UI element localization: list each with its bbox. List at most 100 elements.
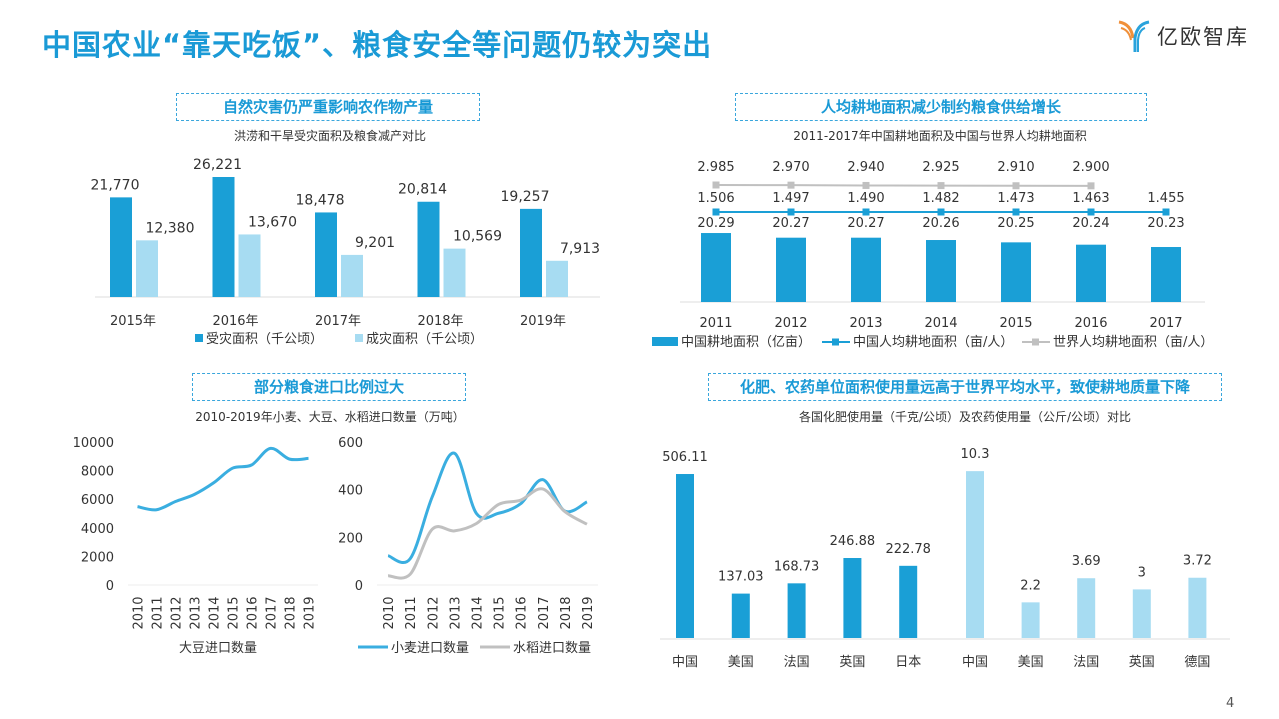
- data-label: 1.482: [922, 191, 959, 206]
- legend-label: 中国耕地面积（亿亩）: [681, 334, 811, 350]
- bar-affected-2018年: [443, 248, 466, 297]
- x-tick-label: 法国: [1073, 655, 1099, 670]
- x-tick-label: 2019: [581, 596, 596, 629]
- data-label: 10.3: [961, 447, 990, 462]
- x-tick-label: 法国: [784, 655, 810, 670]
- bar-disaster-2017年: [315, 212, 337, 297]
- data-label: 1.490: [847, 191, 884, 206]
- x-tick-label: 2016: [1074, 316, 1107, 331]
- data-label: 2.900: [1072, 160, 1109, 175]
- x-tick-label: 2013: [448, 596, 463, 629]
- logo-text: 亿欧智库: [1157, 25, 1249, 49]
- x-tick-label: 2018年: [417, 314, 463, 329]
- soybean-line: [137, 446, 309, 512]
- data-label: 2.985: [697, 160, 734, 175]
- fertilizer-subtitle: 各国化肥使用量（千克/公顷）及农药使用量（公斤/公顷）对比: [798, 410, 1132, 424]
- y-tick-label: 600: [338, 436, 363, 451]
- fertilizer-bar-中国: [676, 474, 694, 638]
- x-tick-label: 2018: [559, 596, 574, 629]
- china-marker: [937, 208, 945, 216]
- bar-affected-2019年: [546, 260, 568, 297]
- land-subtitle: 2011-2017年中国耕地面积及中国与世界人均耕地面积: [793, 129, 1087, 143]
- legend-label: 中国人均耕地面积（亩/人）: [853, 334, 1013, 350]
- y-tick-label: 10000: [73, 436, 114, 451]
- x-tick-label: 2015: [999, 316, 1032, 331]
- x-tick-label: 2017: [537, 596, 552, 629]
- data-label: 20.23: [1147, 216, 1184, 231]
- x-tick-label: 中国: [672, 655, 698, 670]
- world-marker: [1012, 182, 1020, 190]
- bar-2016: [1076, 244, 1106, 302]
- x-tick-label: 2018: [284, 596, 299, 629]
- data-label: 20.27: [772, 216, 809, 231]
- x-tick-label: 2013: [849, 316, 882, 331]
- x-tick-label: 英国: [839, 655, 865, 670]
- y-tick-label: 400: [338, 484, 363, 499]
- x-tick-label: 2015年: [110, 314, 156, 329]
- y-tick-label: 8000: [81, 465, 114, 480]
- legend-marker: [1032, 338, 1039, 346]
- data-label: 7,913: [560, 241, 600, 257]
- data-label: 2.910: [997, 160, 1034, 175]
- legend-swatch: [652, 337, 678, 346]
- china-marker: [787, 208, 795, 216]
- pesticide-bar-英国: [1132, 589, 1151, 638]
- data-label: 1.473: [997, 191, 1034, 206]
- data-label: 20.29: [697, 216, 734, 231]
- pesticide-bar-法国: [1077, 578, 1096, 638]
- data-label: 137.03: [718, 570, 764, 585]
- data-label: 168.73: [774, 559, 820, 574]
- x-tick-label: 2019年: [520, 314, 566, 329]
- data-label: 1.506: [697, 191, 734, 206]
- world-marker: [787, 181, 795, 189]
- x-tick-label: 英国: [1129, 655, 1155, 670]
- page-title: 中国农业“靠天吃饭”、粮食安全等问题仍较为突出: [42, 28, 713, 62]
- x-tick-label: 美国: [1018, 655, 1044, 670]
- x-tick-label: 2016: [515, 596, 530, 629]
- x-tick-label: 2017: [265, 596, 280, 629]
- legend-label: 受灾面积（千公顷）: [206, 331, 323, 347]
- y-tick-label: 4000: [81, 522, 114, 537]
- wheat-line: [387, 451, 588, 565]
- data-label: 20.27: [847, 216, 884, 231]
- data-label: 20.25: [997, 216, 1034, 231]
- x-tick-label: 中国: [962, 655, 988, 670]
- x-tick-label: 2016年: [212, 314, 258, 329]
- data-label: 9,201: [355, 235, 395, 251]
- legend-label: 世界人均耕地面积（亩/人）: [1053, 334, 1213, 350]
- imports-subtitle: 2010-2019年小麦、大豆、水稻进口数量（万吨）: [195, 410, 465, 424]
- world-marker: [1087, 182, 1095, 190]
- bar-2011: [701, 233, 731, 302]
- bar-disaster-2015年: [110, 197, 132, 297]
- y-tick-label: 2000: [81, 550, 114, 565]
- data-label: 20.26: [922, 216, 959, 231]
- data-label: 20.24: [1072, 216, 1109, 231]
- x-tick-label: 2010: [382, 596, 397, 629]
- imports-heading: 部分粮食进口比例过大: [192, 373, 466, 401]
- world-marker: [862, 181, 870, 189]
- x-tick-label: 2010: [132, 596, 147, 629]
- disaster-heading: 自然灾害仍严重影响农作物产量: [176, 93, 480, 121]
- fertilizer-heading: 化肥、农药单位面积使用量远高于世界平均水平，致使耕地质量下降: [708, 373, 1222, 401]
- logo: 亿欧智库: [1117, 18, 1249, 54]
- y-tick-label: 200: [338, 531, 363, 546]
- fertilizer-bar-日本: [899, 565, 918, 638]
- x-tick-label: 2016: [246, 596, 261, 629]
- bar-2014: [926, 240, 956, 302]
- legend-label: 小麦进口数量: [391, 641, 469, 656]
- x-tick-label: 2017年: [315, 314, 361, 329]
- rice-line: [387, 487, 588, 580]
- data-label: 3.72: [1183, 554, 1212, 569]
- bar-disaster-2016年: [212, 177, 235, 297]
- data-label: 2.925: [922, 160, 959, 175]
- x-tick-label: 2015: [493, 596, 508, 629]
- x-tick-label: 2011: [699, 316, 732, 331]
- data-label: 3: [1138, 565, 1146, 580]
- data-label: 3.69: [1072, 554, 1101, 569]
- data-label: 1.463: [1072, 191, 1109, 206]
- x-tick-label: 2012: [426, 596, 441, 629]
- bar-affected-2016年: [238, 234, 261, 297]
- x-tick-label: 2015: [227, 596, 242, 629]
- data-label: 506.11: [662, 450, 708, 465]
